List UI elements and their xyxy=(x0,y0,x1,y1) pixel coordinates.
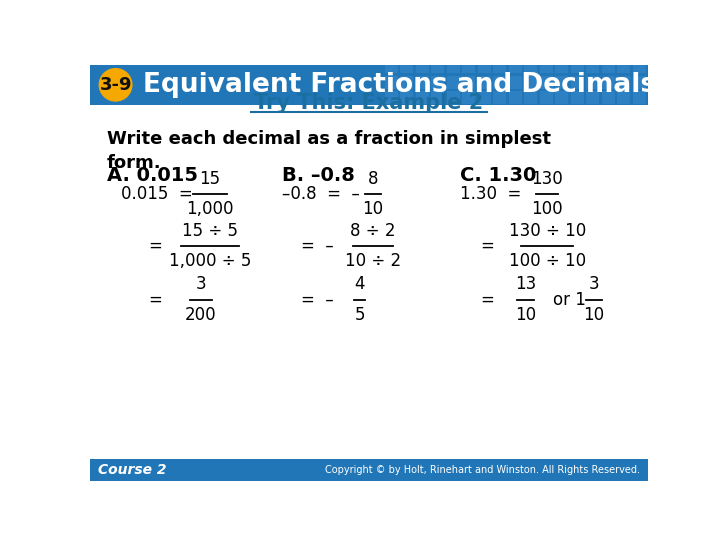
Text: 10 ÷ 2: 10 ÷ 2 xyxy=(345,252,401,270)
Circle shape xyxy=(99,69,132,101)
FancyBboxPatch shape xyxy=(586,60,599,73)
FancyBboxPatch shape xyxy=(462,91,475,104)
Text: 0.015  =: 0.015 = xyxy=(121,185,193,203)
FancyBboxPatch shape xyxy=(477,60,490,73)
FancyBboxPatch shape xyxy=(570,91,584,104)
Text: =: = xyxy=(148,291,162,309)
FancyBboxPatch shape xyxy=(539,76,553,89)
FancyBboxPatch shape xyxy=(462,60,475,73)
FancyBboxPatch shape xyxy=(415,76,428,89)
Text: 10: 10 xyxy=(515,306,536,324)
Text: 1,000: 1,000 xyxy=(186,200,234,218)
FancyBboxPatch shape xyxy=(524,91,537,104)
Text: 5: 5 xyxy=(354,306,365,324)
FancyBboxPatch shape xyxy=(400,91,413,104)
FancyBboxPatch shape xyxy=(570,60,584,73)
Text: 130 ÷ 10: 130 ÷ 10 xyxy=(508,221,586,240)
Text: 100 ÷ 10: 100 ÷ 10 xyxy=(509,252,586,270)
FancyBboxPatch shape xyxy=(400,60,413,73)
FancyBboxPatch shape xyxy=(632,76,646,89)
Text: 10: 10 xyxy=(583,306,604,324)
FancyBboxPatch shape xyxy=(570,76,584,89)
Text: Copyright © by Holt, Rinehart and Winston. All Rights Reserved.: Copyright © by Holt, Rinehart and Winsto… xyxy=(325,465,640,475)
FancyBboxPatch shape xyxy=(384,91,397,104)
FancyBboxPatch shape xyxy=(384,76,397,89)
Text: Course 2: Course 2 xyxy=(98,463,166,477)
Text: or 1: or 1 xyxy=(554,291,586,309)
FancyBboxPatch shape xyxy=(601,60,615,73)
Text: Write each decimal as a fraction in simplest
form.: Write each decimal as a fraction in simp… xyxy=(107,130,551,172)
FancyBboxPatch shape xyxy=(90,459,648,481)
FancyBboxPatch shape xyxy=(617,76,630,89)
FancyBboxPatch shape xyxy=(384,60,397,73)
FancyBboxPatch shape xyxy=(508,60,522,73)
FancyBboxPatch shape xyxy=(400,76,413,89)
Text: 8: 8 xyxy=(368,170,378,188)
FancyBboxPatch shape xyxy=(431,60,444,73)
FancyBboxPatch shape xyxy=(508,76,522,89)
FancyBboxPatch shape xyxy=(508,91,522,104)
Text: =: = xyxy=(480,237,494,255)
FancyBboxPatch shape xyxy=(601,91,615,104)
FancyBboxPatch shape xyxy=(477,91,490,104)
FancyBboxPatch shape xyxy=(493,60,506,73)
FancyBboxPatch shape xyxy=(539,60,553,73)
Text: 8 ÷ 2: 8 ÷ 2 xyxy=(350,221,395,240)
FancyBboxPatch shape xyxy=(493,91,506,104)
FancyBboxPatch shape xyxy=(555,76,568,89)
Text: 3-9: 3-9 xyxy=(99,76,132,94)
Text: Try This: Example 2: Try This: Example 2 xyxy=(254,93,484,113)
FancyBboxPatch shape xyxy=(477,76,490,89)
FancyBboxPatch shape xyxy=(415,60,428,73)
Text: Equivalent Fractions and Decimals: Equivalent Fractions and Decimals xyxy=(143,72,656,98)
FancyBboxPatch shape xyxy=(586,91,599,104)
Text: 4: 4 xyxy=(354,275,365,294)
Text: 10: 10 xyxy=(362,200,384,218)
Text: 15 ÷ 5: 15 ÷ 5 xyxy=(182,221,238,240)
FancyBboxPatch shape xyxy=(524,60,537,73)
Text: =  –: = – xyxy=(301,291,333,309)
Text: 3: 3 xyxy=(588,275,599,294)
Text: =: = xyxy=(480,291,494,309)
FancyBboxPatch shape xyxy=(431,91,444,104)
Text: 130: 130 xyxy=(531,170,563,188)
Text: C. 1.30: C. 1.30 xyxy=(461,166,537,185)
FancyBboxPatch shape xyxy=(617,91,630,104)
FancyBboxPatch shape xyxy=(586,76,599,89)
FancyBboxPatch shape xyxy=(617,60,630,73)
FancyBboxPatch shape xyxy=(555,91,568,104)
Text: 200: 200 xyxy=(185,306,217,324)
FancyBboxPatch shape xyxy=(601,76,615,89)
FancyBboxPatch shape xyxy=(415,91,428,104)
FancyBboxPatch shape xyxy=(446,60,459,73)
FancyBboxPatch shape xyxy=(90,65,648,105)
Text: 15: 15 xyxy=(199,170,221,188)
Text: =: = xyxy=(148,237,162,255)
Text: B. –0.8: B. –0.8 xyxy=(282,166,355,185)
Text: A. 0.015: A. 0.015 xyxy=(107,166,198,185)
Text: 100: 100 xyxy=(531,200,563,218)
FancyBboxPatch shape xyxy=(632,60,646,73)
FancyBboxPatch shape xyxy=(555,60,568,73)
Text: 1,000 ÷ 5: 1,000 ÷ 5 xyxy=(169,252,251,270)
FancyBboxPatch shape xyxy=(462,76,475,89)
FancyBboxPatch shape xyxy=(539,91,553,104)
Text: –0.8  =  –: –0.8 = – xyxy=(282,185,360,203)
FancyBboxPatch shape xyxy=(446,91,459,104)
Text: =  –: = – xyxy=(301,237,333,255)
Text: 3: 3 xyxy=(196,275,206,294)
FancyBboxPatch shape xyxy=(493,76,506,89)
Text: 13: 13 xyxy=(515,275,536,294)
FancyBboxPatch shape xyxy=(524,76,537,89)
Text: 1.30  =: 1.30 = xyxy=(461,185,522,203)
FancyBboxPatch shape xyxy=(632,91,646,104)
FancyBboxPatch shape xyxy=(446,76,459,89)
FancyBboxPatch shape xyxy=(431,76,444,89)
